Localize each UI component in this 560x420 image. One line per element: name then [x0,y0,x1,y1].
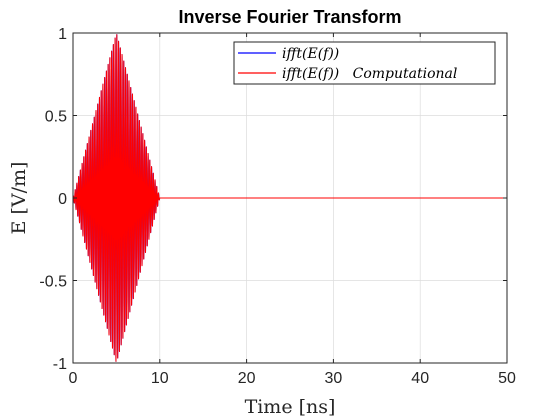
x-tick-label: 10 [151,370,169,387]
x-axis-label: Time [ns] [245,396,336,418]
x-tick-label: 50 [498,370,516,387]
y-axis-label: E [V/m] [8,162,30,235]
plot-area [72,32,508,364]
y-tick-label: 1 [58,26,67,43]
x-tick-labels: 0 10 20 30 40 50 [69,370,516,387]
series-line-2 [72,34,507,362]
series-layer [72,34,507,362]
legend-entry-series-1: ifft(E(f)) [282,46,339,62]
y-tick-labels: -1 -0.5 0 0.5 1 [39,26,67,373]
x-tick-label: 20 [238,370,256,387]
y-tick-label: -1 [53,356,67,373]
y-tick-label: -0.5 [39,274,67,291]
x-tick-label: 40 [411,370,429,387]
legend-entry-series-2: ifft(E(f)) Computational [282,66,457,82]
x-tick-label: 30 [325,370,343,387]
legend: ifft(E(f)) ifft(E(f)) Computational [233,41,496,85]
chart-title: Inverse Fourier Transform [178,7,401,27]
y-tick-label: 0 [58,191,67,208]
legend-box [233,41,496,85]
y-tick-label: 0.5 [45,109,67,126]
x-tick-label: 0 [69,370,78,387]
tick-marks [72,32,508,364]
